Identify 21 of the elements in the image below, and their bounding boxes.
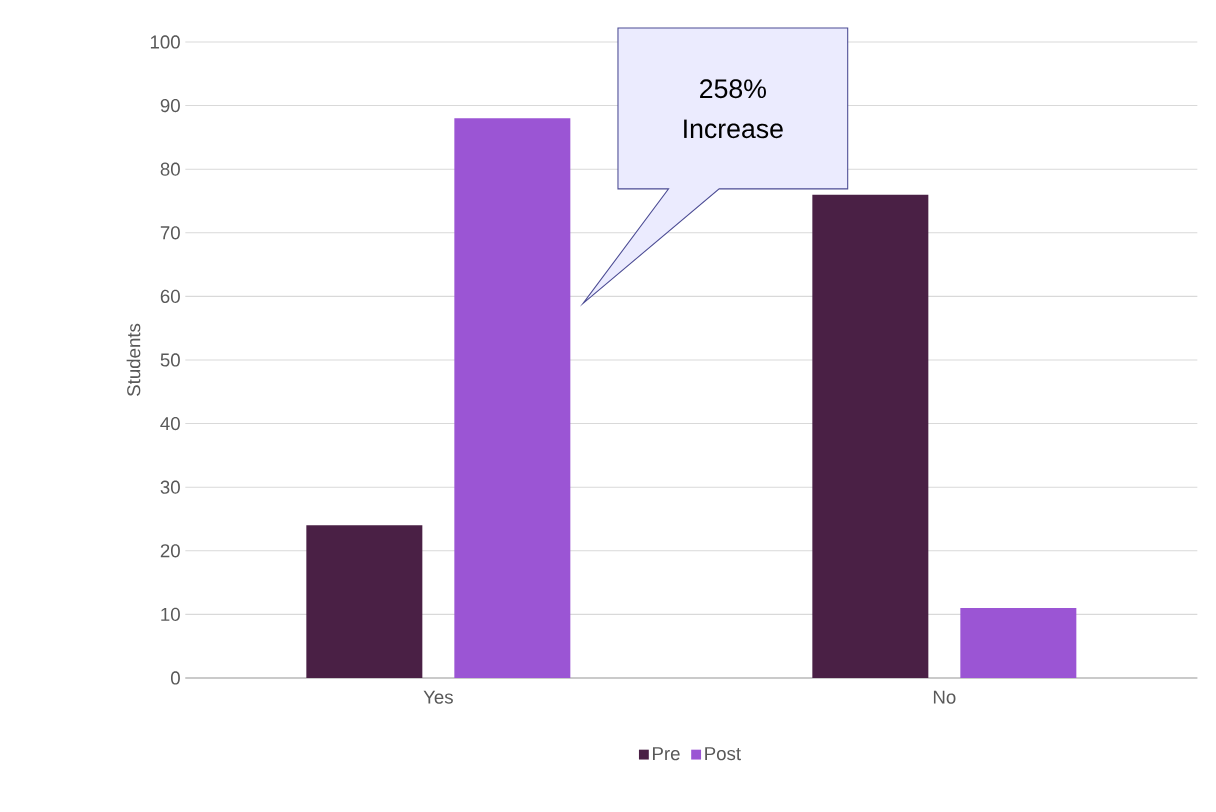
legend-label: Pre <box>653 747 680 761</box>
y-tick-label: 50 <box>160 353 180 367</box>
y-tick-label: 70 <box>160 226 180 240</box>
y-tick-label: 40 <box>160 416 180 431</box>
bar <box>306 525 423 678</box>
y-tick-label: 80 <box>160 162 180 176</box>
y-tick-label: 10 <box>161 607 180 621</box>
legend-label: Post <box>705 747 741 761</box>
y-tick-label: 60 <box>160 289 180 303</box>
annotation: 258% Increase <box>684 79 783 139</box>
bar <box>454 118 571 678</box>
y-tick-label: 90 <box>160 98 180 113</box>
bar <box>960 608 1077 678</box>
x-tick-label: No <box>933 690 956 704</box>
y-tick-label: 20 <box>160 544 180 558</box>
bar <box>812 194 929 678</box>
y-tick-label: 30 <box>160 480 180 494</box>
y-axis-title: Students <box>126 323 141 396</box>
x-tick-label: Yes <box>423 690 453 704</box>
y-tick-label: 100 <box>150 35 180 49</box>
y-tick-label: 0 <box>170 671 180 685</box>
